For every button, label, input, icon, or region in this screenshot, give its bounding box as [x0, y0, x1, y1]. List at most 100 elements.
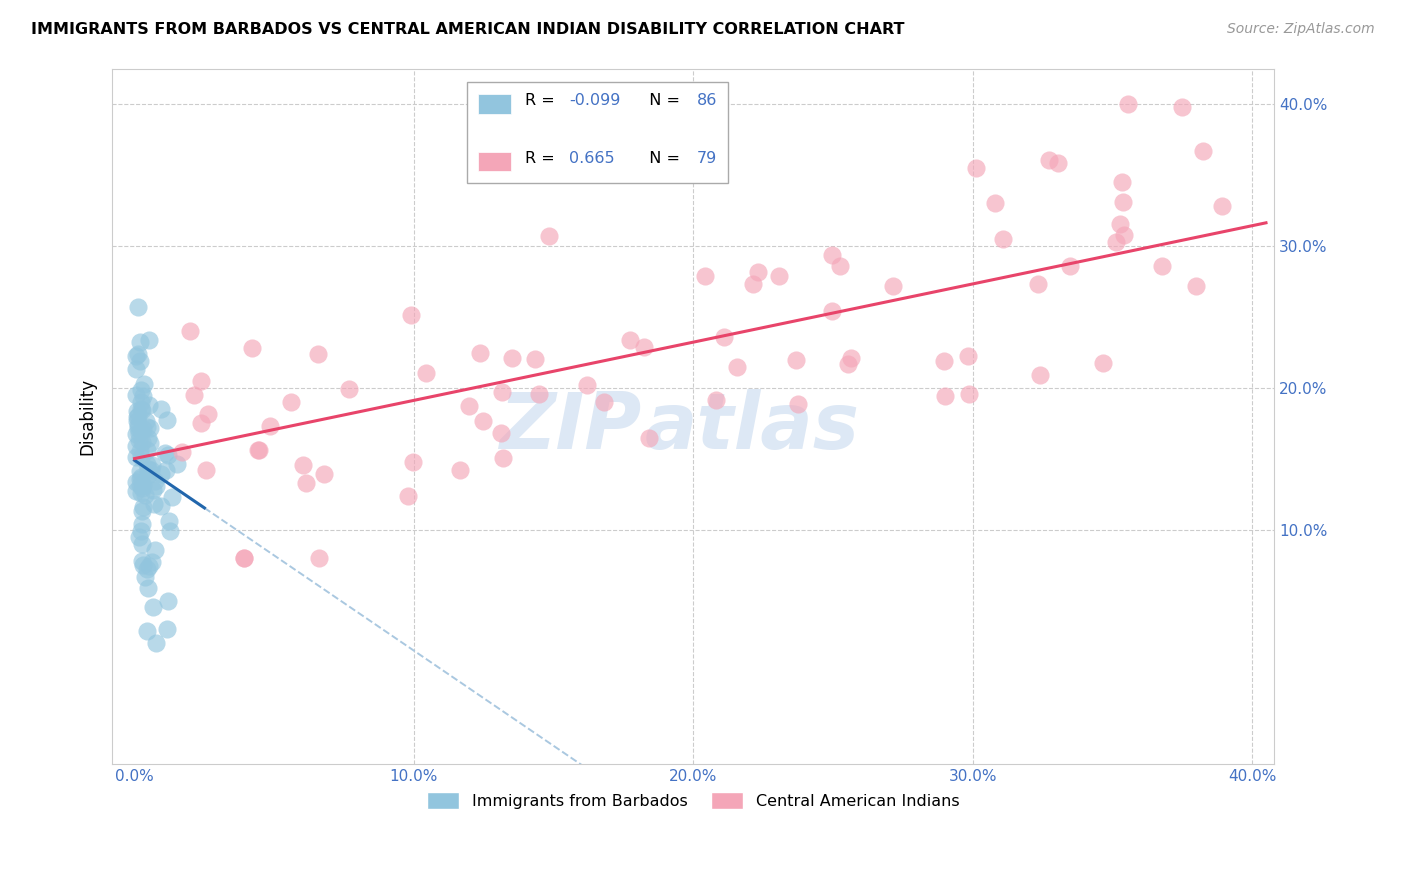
Point — [129, 395, 152, 409]
Point — [882, 278, 904, 293]
Point — [308, 551, 330, 566]
Point — [145, 636, 167, 650]
Point — [1112, 195, 1135, 210]
Point — [932, 354, 955, 368]
Point — [820, 304, 842, 318]
Point — [839, 351, 862, 366]
Point — [125, 426, 148, 441]
Point — [821, 248, 844, 262]
Point — [934, 389, 956, 403]
Point — [125, 439, 148, 453]
Point — [1116, 97, 1139, 112]
Point — [240, 341, 263, 355]
Point — [232, 551, 254, 566]
Point — [1046, 155, 1069, 169]
Point — [194, 463, 217, 477]
Point — [129, 383, 152, 397]
Point — [131, 504, 153, 518]
Point — [575, 378, 598, 392]
Text: ZIP: ZIP — [499, 389, 641, 465]
Point — [129, 470, 152, 484]
Point — [1059, 259, 1081, 273]
Point — [143, 474, 166, 488]
Point — [138, 467, 160, 482]
Text: R =: R = — [524, 93, 560, 108]
Point — [131, 516, 153, 531]
Point — [128, 433, 150, 447]
Point — [1192, 144, 1215, 158]
Point — [768, 268, 790, 283]
Point — [1091, 356, 1114, 370]
Point — [501, 351, 523, 365]
Point — [1112, 227, 1135, 242]
Point — [143, 498, 166, 512]
Point — [134, 569, 156, 583]
Point — [131, 537, 153, 551]
Point — [129, 477, 152, 491]
Point — [1105, 235, 1128, 249]
Point — [150, 402, 173, 417]
Point — [139, 421, 162, 435]
Point — [401, 309, 423, 323]
Point — [131, 553, 153, 567]
Point — [957, 387, 980, 401]
Point — [128, 472, 150, 486]
Point — [197, 407, 219, 421]
Point — [139, 463, 162, 477]
Point — [138, 398, 160, 412]
Point — [593, 395, 616, 409]
Text: 79: 79 — [697, 151, 717, 166]
Point — [141, 555, 163, 569]
Point — [125, 475, 148, 489]
Point — [127, 347, 149, 361]
Point — [619, 334, 641, 348]
Text: IMMIGRANTS FROM BARBADOS VS CENTRAL AMERICAN INDIAN DISABILITY CORRELATION CHART: IMMIGRANTS FROM BARBADOS VS CENTRAL AMER… — [31, 22, 904, 37]
Point — [135, 443, 157, 458]
Point — [402, 454, 425, 468]
Point — [1111, 175, 1133, 189]
Point — [138, 436, 160, 450]
Point — [128, 530, 150, 544]
Point — [125, 450, 148, 464]
Point — [538, 229, 561, 244]
Point — [125, 387, 148, 401]
Point — [129, 464, 152, 478]
Point — [166, 457, 188, 471]
Point — [129, 444, 152, 458]
Point — [291, 458, 314, 472]
Point — [134, 488, 156, 502]
Point — [280, 395, 302, 409]
Point — [128, 425, 150, 440]
Text: Source: ZipAtlas.com: Source: ZipAtlas.com — [1227, 22, 1375, 37]
Point — [131, 401, 153, 416]
Point — [159, 524, 181, 539]
Point — [1028, 368, 1050, 382]
Point — [965, 161, 987, 175]
Point — [125, 404, 148, 418]
Text: R =: R = — [524, 151, 565, 166]
Point — [747, 265, 769, 279]
Point — [638, 431, 661, 445]
Point — [415, 366, 437, 380]
Point — [787, 396, 810, 410]
Point — [633, 340, 655, 354]
Point — [136, 462, 159, 476]
Point — [143, 543, 166, 558]
Point — [127, 409, 149, 423]
Point — [190, 374, 212, 388]
Point — [1211, 199, 1233, 213]
Point — [132, 389, 155, 403]
Legend: Immigrants from Barbados, Central American Indians: Immigrants from Barbados, Central Americ… — [420, 786, 966, 815]
Point — [1170, 100, 1192, 114]
Point — [142, 483, 165, 497]
Point — [295, 476, 318, 491]
Point — [127, 301, 149, 315]
Point — [127, 421, 149, 435]
Point — [991, 232, 1014, 246]
Point — [127, 418, 149, 433]
Point — [307, 347, 329, 361]
Point — [1038, 153, 1060, 168]
Point — [125, 362, 148, 376]
Point — [449, 463, 471, 477]
Point — [132, 558, 155, 573]
